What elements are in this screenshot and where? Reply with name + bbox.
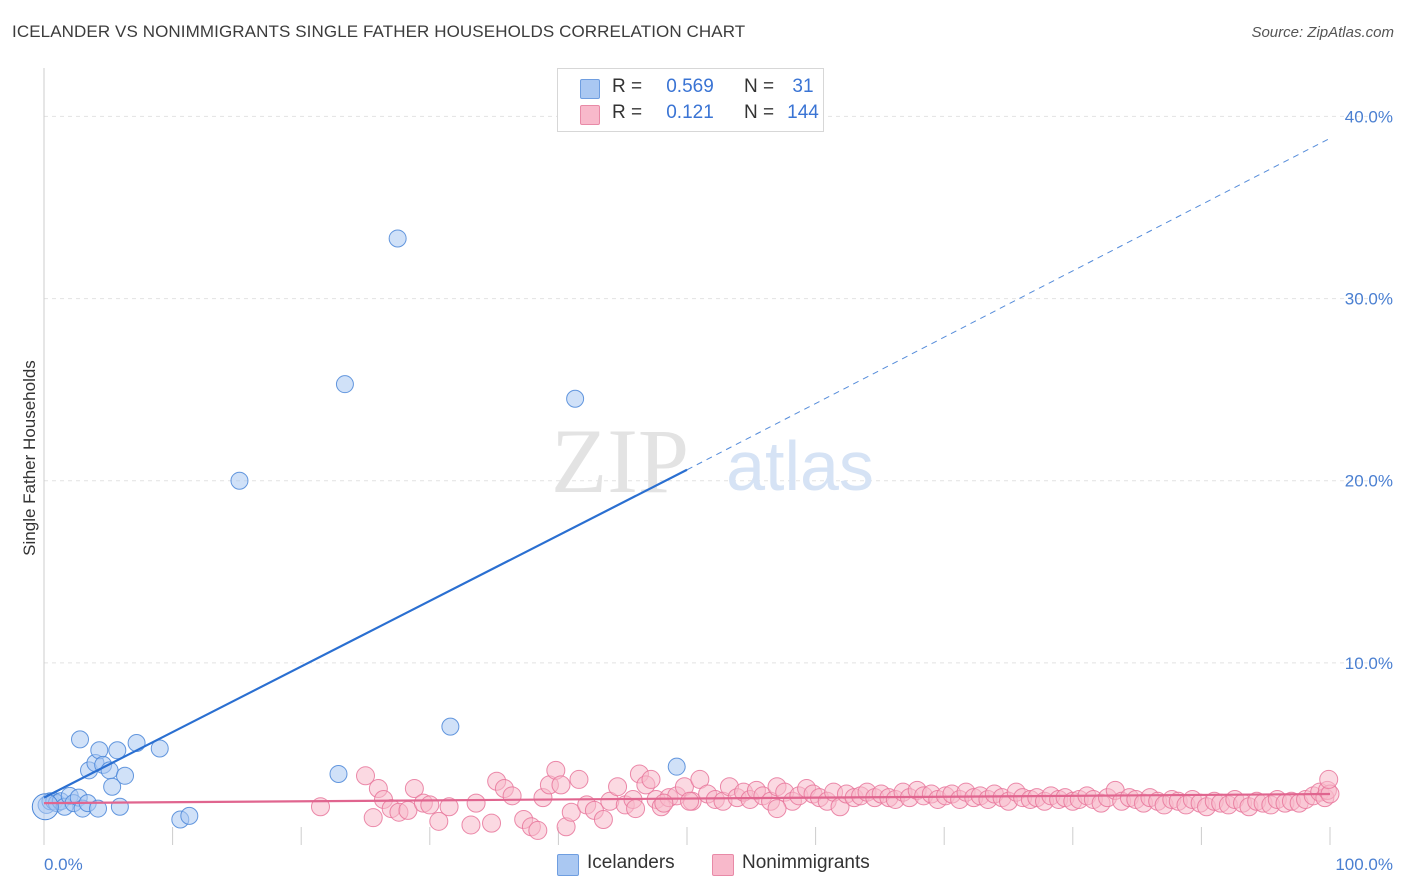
point-nonimmigrants: [404, 779, 424, 799]
point-nonimmigrants: [502, 786, 522, 806]
point-nonimmigrants: [528, 820, 548, 840]
correlation-legend: R = 0.569 N = 31 R = 0.121 N = 144: [557, 68, 824, 132]
point-nonimmigrants: [561, 802, 581, 822]
point-nonimmigrants: [690, 769, 710, 789]
trend-lines: [43, 137, 1331, 805]
legend-label-icelanders: Icelanders: [587, 852, 675, 873]
chart-title: ICELANDER VS NONIMMIGRANTS SINGLE FATHER…: [12, 22, 746, 41]
point-nonimmigrants: [767, 799, 787, 819]
data-points: [31, 229, 1340, 840]
legend-n-value: 144: [787, 102, 819, 123]
point-icelanders: [335, 375, 354, 394]
point-icelanders: [71, 730, 90, 749]
point-nonimmigrants: [356, 766, 375, 786]
point-nonimmigrants: [466, 793, 486, 813]
point-nonimmigrants: [363, 808, 383, 828]
tick-labels: 10.0% 20.0% 30.0% 40.0% 0.0% 100.0%: [44, 107, 1393, 874]
point-icelanders: [667, 757, 686, 776]
trend-line-nonimmigrants: [43, 792, 1331, 805]
point-icelanders: [110, 797, 129, 816]
legend-swatch-icelanders: [557, 854, 579, 876]
grid-lines: [44, 115, 1370, 664]
point-icelanders: [566, 389, 585, 408]
y-axis-label: Single Father Households: [20, 360, 39, 556]
legend-r-label: R =: [612, 102, 643, 123]
point-icelanders: [230, 471, 249, 490]
watermark-atlas: atlas: [726, 427, 874, 505]
point-icelanders: [89, 799, 108, 818]
y-tick-label: 20.0%: [1345, 472, 1393, 491]
point-icelanders: [329, 764, 348, 783]
point-nonimmigrants: [569, 769, 589, 789]
legend-label-nonimmigrants: Nonimmigrants: [742, 852, 870, 873]
point-nonimmigrants: [680, 791, 700, 811]
watermark-zip: ZIP: [551, 410, 689, 512]
point-nonimmigrants: [608, 777, 628, 797]
watermark: ZIP atlas: [551, 410, 874, 512]
point-icelanders: [180, 806, 199, 825]
series-legend: Icelanders Nonimmigrants: [0, 851, 1406, 879]
point-nonimmigrants: [551, 775, 571, 795]
point-icelanders: [127, 734, 146, 752]
x-tick-label: 0.0%: [44, 855, 83, 874]
point-nonimmigrants: [429, 811, 449, 831]
legend-n-label: N =: [744, 102, 775, 123]
point-icelanders: [31, 793, 59, 821]
y-tick-label: 10.0%: [1345, 654, 1393, 673]
point-nonimmigrants: [439, 797, 459, 817]
legend-swatch-icelanders: [580, 79, 600, 99]
point-nonimmigrants: [641, 769, 661, 789]
axes: [43, 68, 1331, 845]
y-tick-label: 30.0%: [1345, 290, 1393, 309]
legend-swatch-nonimmigrants: [712, 854, 734, 876]
y-tick-label: 40.0%: [1345, 107, 1393, 126]
point-nonimmigrants: [461, 815, 481, 835]
legend-n-value: 31: [792, 76, 814, 97]
point-nonimmigrants: [626, 799, 646, 819]
point-icelanders: [150, 739, 169, 758]
point-icelanders: [108, 741, 127, 760]
legend-n-label: N =: [744, 76, 775, 97]
trend-line-icelanders-extension: [686, 137, 1331, 471]
point-nonimmigrants: [593, 810, 613, 829]
point-nonimmigrants: [482, 813, 502, 833]
source-credit: Source: ZipAtlas.com: [1251, 24, 1394, 41]
point-icelanders: [116, 766, 135, 785]
legend-swatch-nonimmigrants: [580, 105, 600, 125]
point-icelanders: [441, 717, 460, 736]
point-nonimmigrants: [654, 793, 674, 813]
point-nonimmigrants: [420, 795, 440, 815]
legend-r-value: 0.121: [666, 102, 714, 123]
point-icelanders: [388, 229, 407, 248]
legend-r-label: R =: [612, 76, 643, 97]
trend-line-icelanders: [43, 468, 688, 799]
legend-r-value: 0.569: [666, 76, 714, 97]
x-tick-label: 100.0%: [1335, 855, 1393, 874]
point-nonimmigrants: [1319, 769, 1339, 789]
point-icelanders: [103, 777, 122, 796]
